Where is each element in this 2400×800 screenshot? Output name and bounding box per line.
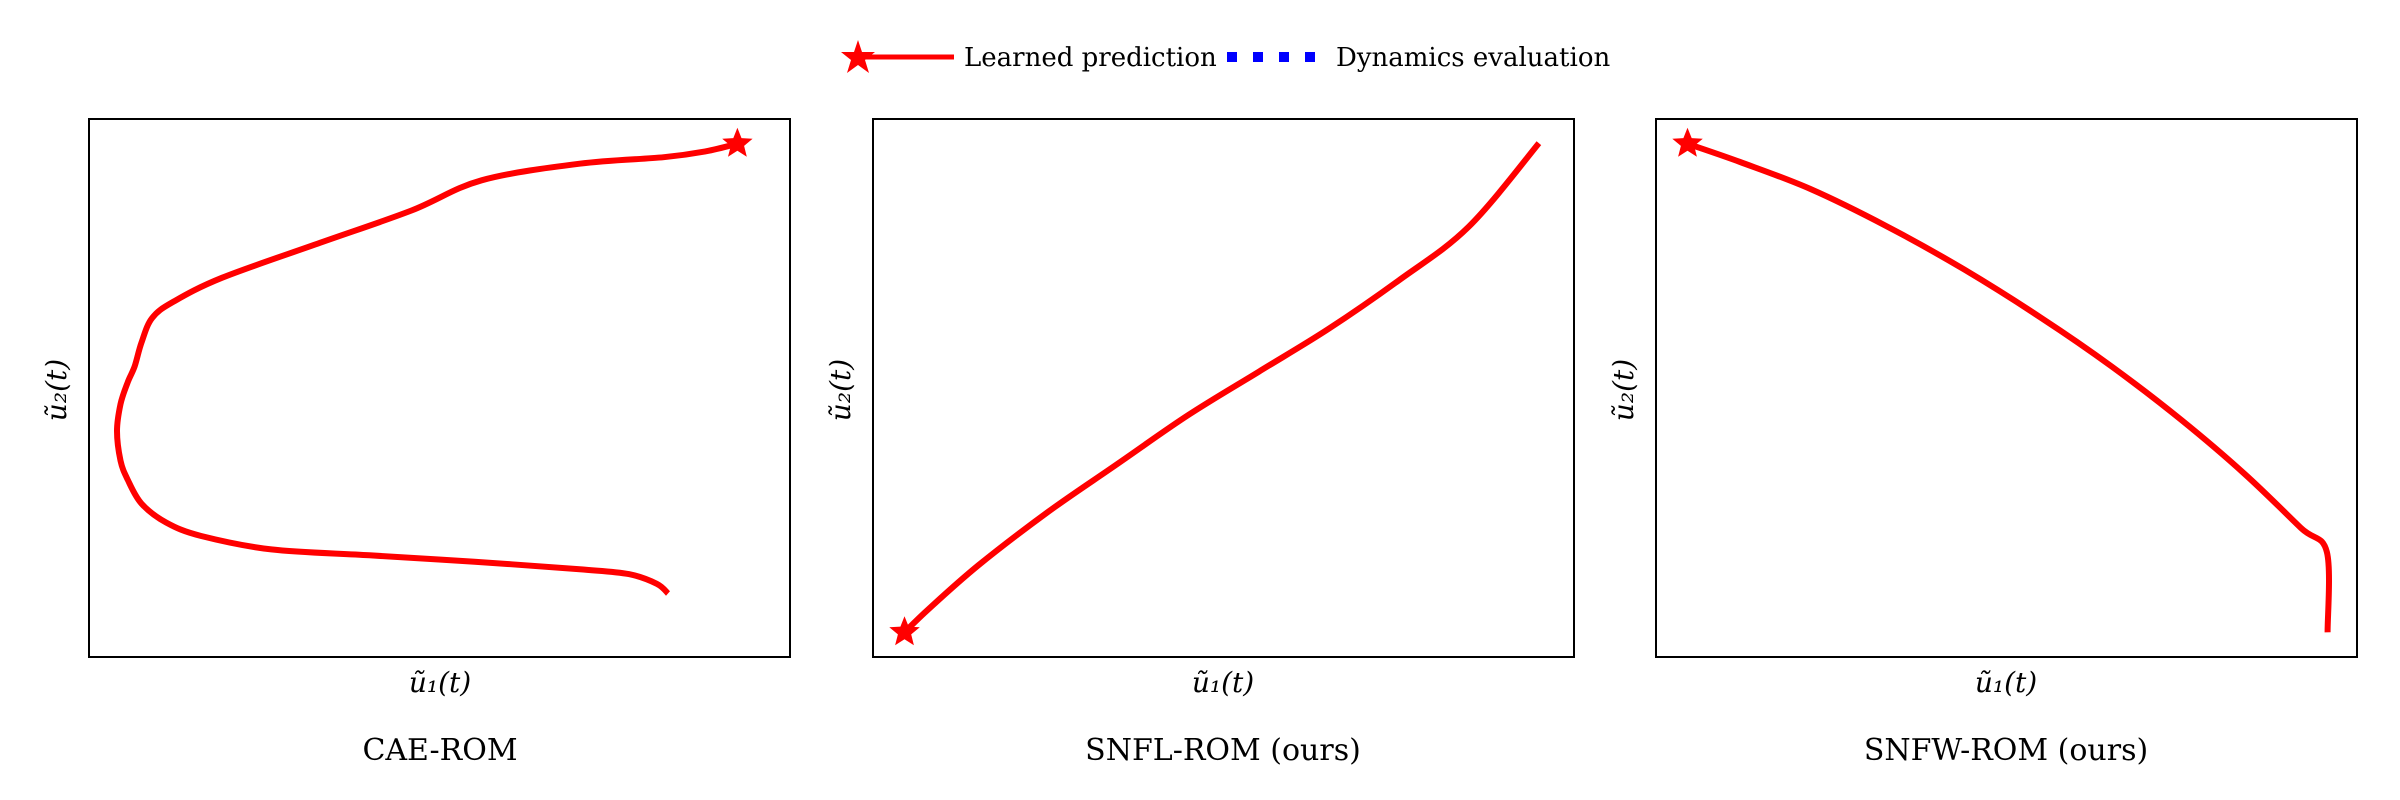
panel-title: SNFL-ROM (ours): [1085, 733, 1361, 768]
panel-cae-rom: ũ₁(t) ũ₂(t) CAE-ROM: [40, 119, 790, 768]
series-line-learned: [905, 143, 1539, 632]
x-axis-label: ũ₁(t): [409, 666, 471, 699]
x-axis-label: ũ₁(t): [1975, 666, 2037, 699]
legend-label-learned: Learned prediction: [964, 43, 1217, 73]
plot-frame: [873, 119, 1574, 657]
panel-snfl-rom: ũ₁(t) ũ₂(t) SNFL-ROM (ours): [824, 119, 1574, 768]
start-star-marker: [1672, 128, 1703, 157]
x-axis-label: ũ₁(t): [1192, 666, 1254, 699]
series-line-learned: [117, 144, 737, 594]
panel-snfw-rom: ũ₁(t) ũ₂(t) SNFW-ROM (ours): [1607, 119, 2357, 768]
plot-frame: [1656, 119, 2357, 657]
panel-title: SNFW-ROM (ours): [1864, 733, 2148, 768]
legend-item-learned: Learned prediction: [841, 40, 1217, 73]
legend-item-dynamics: Dynamics evaluation: [1227, 43, 1610, 73]
y-axis-label: ũ₂(t): [1607, 359, 1640, 421]
series-line-learned: [1688, 144, 2330, 633]
legend: Learned prediction Dynamics evaluation: [841, 40, 1610, 73]
y-axis-label: ũ₂(t): [40, 359, 73, 421]
legend-label-dynamics: Dynamics evaluation: [1336, 43, 1610, 73]
y-axis-label: ũ₂(t): [824, 359, 857, 421]
panel-title: CAE-ROM: [362, 733, 517, 768]
start-star-marker: [722, 128, 752, 157]
